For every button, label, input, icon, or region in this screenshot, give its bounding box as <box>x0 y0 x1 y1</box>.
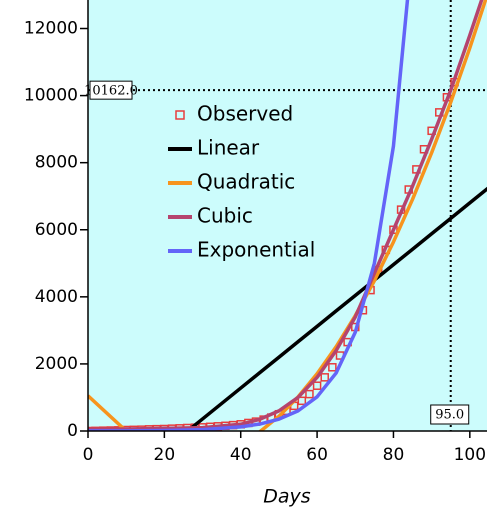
legend-marker <box>175 110 185 120</box>
series-line <box>88 0 410 431</box>
legend-label: Cubic <box>197 204 253 228</box>
x-axis-label: Days <box>263 486 311 508</box>
y-tick-label: 4000 <box>35 287 78 307</box>
data-point <box>328 363 337 372</box>
legend: Observed Linear Quadratic Cubic Exponential <box>168 102 315 262</box>
y-tick-label: 8000 <box>35 153 78 173</box>
series-line <box>88 0 484 431</box>
series-line <box>88 0 487 431</box>
x-tick-label: 60 <box>306 445 328 465</box>
reference-label: 95.0 <box>435 408 464 423</box>
legend-label: Exponential <box>197 238 315 262</box>
legend-label: Quadratic <box>197 170 295 194</box>
y-tick-label: 6000 <box>35 220 78 240</box>
x-tick-label: 40 <box>230 445 252 465</box>
data-point <box>320 373 329 382</box>
x-tick-label: 20 <box>154 445 176 465</box>
legend-label: Linear <box>197 136 260 160</box>
plot-area <box>88 0 487 431</box>
data-point <box>305 389 314 399</box>
y-tick-label: 0 <box>67 421 78 441</box>
x-tick-label: 0 <box>83 445 94 465</box>
x-tick-label: 100 <box>454 445 486 465</box>
y-tick-label: 10000 <box>24 86 78 106</box>
plot-background <box>88 0 487 431</box>
reference-label: 10162.0 <box>84 84 138 99</box>
y-tick-label: 12000 <box>24 19 78 39</box>
data-point <box>312 381 322 390</box>
label-box <box>430 404 470 425</box>
reference-label-x: 95.0 <box>430 404 470 425</box>
reference-label-y: 10162.0 <box>84 80 138 100</box>
label-box <box>89 80 133 100</box>
x-tick-label: 80 <box>383 445 405 465</box>
series-line <box>184 186 487 431</box>
data-point <box>297 396 307 406</box>
y-tick-label: 2000 <box>35 354 78 374</box>
legend-label: Observed <box>197 102 293 126</box>
